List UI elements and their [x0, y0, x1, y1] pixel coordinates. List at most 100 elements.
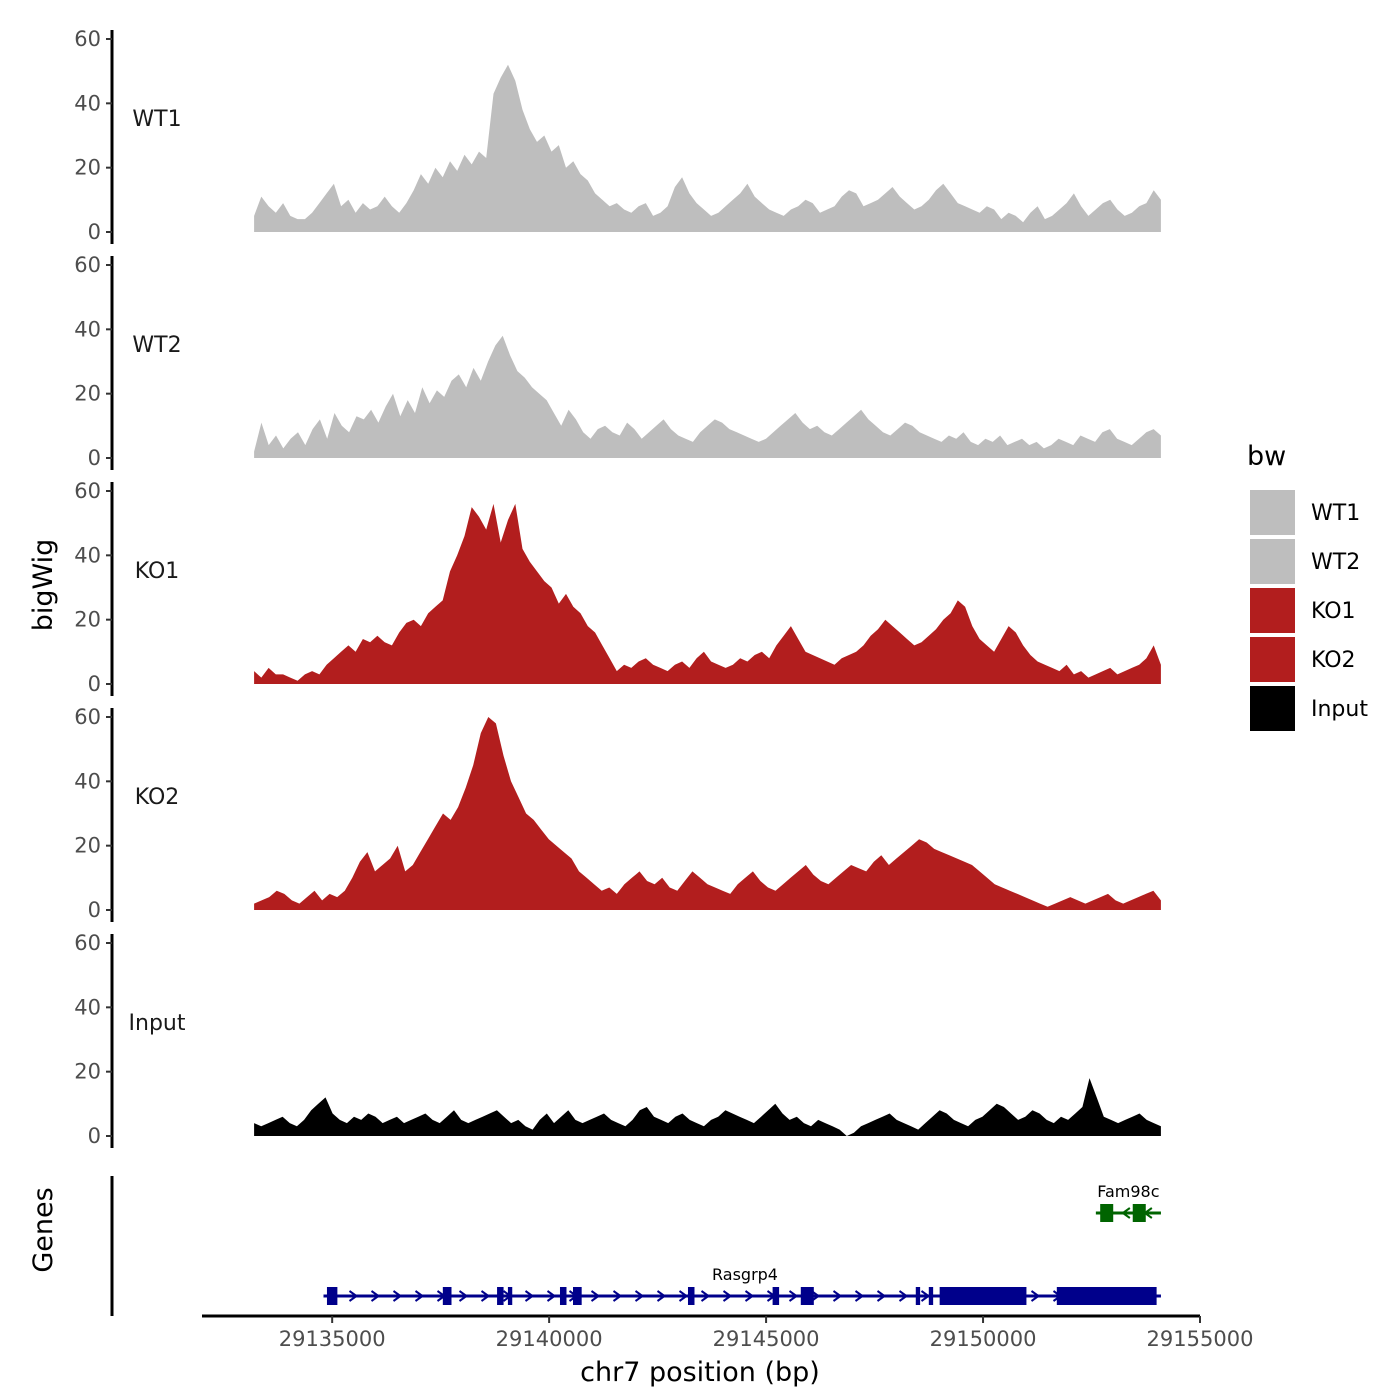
legend-title: bw	[1247, 441, 1286, 472]
strand-chevron	[744, 1290, 755, 1302]
exon	[772, 1287, 780, 1305]
y-tick-label: 0	[88, 220, 101, 244]
y-tick-label: 20	[74, 156, 101, 180]
exon	[572, 1287, 582, 1305]
track-label: WT1	[132, 107, 181, 132]
x-axis-title: chr7 position (bp)	[580, 1357, 820, 1388]
strand-chevron	[392, 1290, 403, 1302]
x-tick-label: 29140000	[496, 1327, 603, 1351]
strand-chevron	[370, 1290, 381, 1302]
track-label: KO1	[135, 559, 180, 584]
exon	[559, 1287, 567, 1305]
y-tick-label: 0	[88, 446, 101, 470]
y-tick-label: 40	[74, 995, 101, 1019]
strand-chevron	[612, 1290, 623, 1302]
track-input: 0 20 40 60 Input	[74, 931, 1161, 1148]
area-wt2	[254, 335, 1161, 458]
strand-chevron	[1121, 1207, 1131, 1219]
y-tick-label: 40	[74, 317, 101, 341]
y-tick-label: 60	[74, 27, 101, 51]
exon	[928, 1287, 934, 1305]
strand-chevron	[810, 1290, 821, 1302]
tracks-panel: 0 20 40 60 WT1 0 20 40 60 WT2 0 20 40 60 KO1 0 20 40 60 KO2…	[74, 27, 1161, 1148]
strand-chevron	[876, 1290, 887, 1302]
strand-chevron	[348, 1290, 359, 1302]
y-tick-label: 20	[74, 608, 101, 632]
y-tick-label: 40	[74, 543, 101, 567]
strand-chevron	[678, 1290, 689, 1302]
strand-chevron	[656, 1290, 667, 1302]
y-tick-label: 40	[74, 769, 101, 793]
x-tick-label: 29145000	[713, 1327, 820, 1351]
legend-label-input: Input	[1311, 697, 1368, 722]
exon	[326, 1287, 338, 1305]
exon	[687, 1287, 695, 1305]
area-ko1	[254, 503, 1161, 684]
track-wt1: 0 20 40 60 WT1	[74, 27, 1161, 244]
track-label: WT2	[132, 333, 181, 358]
y-tick-label: 0	[88, 672, 101, 696]
area-ko2	[254, 717, 1161, 910]
track-ko2: 0 20 40 60 KO2	[74, 705, 1161, 922]
y-tick-label: 0	[88, 898, 101, 922]
track-label: Input	[129, 1011, 186, 1036]
legend-label-ko2: KO2	[1311, 648, 1356, 673]
legend: bw WT1 WT2 KO1 KO2 Input	[1247, 441, 1368, 731]
gene-rasgrp4: Rasgrp4	[323, 1265, 1161, 1305]
track-wt2: 0 20 40 60 WT2	[74, 253, 1161, 470]
y-tick-label: 60	[74, 253, 101, 277]
y-tick-label: 0	[88, 1124, 101, 1148]
legend-label-ko1: KO1	[1311, 599, 1356, 624]
legend-key-wt2	[1250, 539, 1295, 584]
strand-chevron	[788, 1290, 799, 1302]
y-axis-title: bigWig	[28, 539, 59, 632]
strand-chevron	[1030, 1290, 1041, 1302]
exon	[939, 1287, 1027, 1305]
legend-key-ko2	[1250, 637, 1295, 682]
exon	[915, 1287, 921, 1305]
y-tick-label: 20	[74, 834, 101, 858]
gene-fam98c: Fam98c	[1095, 1182, 1161, 1222]
strand-chevron	[480, 1290, 491, 1302]
strand-chevron	[832, 1290, 843, 1302]
legend-key-wt1	[1250, 490, 1295, 535]
strand-chevron	[700, 1290, 711, 1302]
x-tick-label: 29155000	[1147, 1327, 1254, 1351]
strand-chevron	[458, 1290, 469, 1302]
strand-chevron	[634, 1290, 645, 1302]
track-label: KO2	[135, 785, 180, 810]
exon	[507, 1287, 513, 1305]
legend-label-wt1: WT1	[1311, 501, 1360, 526]
strand-chevron	[898, 1290, 909, 1302]
genes-panel: Rasgrp4 Fam98c 29135000 29140000 29145000 291…	[110, 1176, 1254, 1351]
exon	[800, 1287, 814, 1305]
y-tick-label: 20	[74, 382, 101, 406]
y-tick-label: 60	[74, 705, 101, 729]
strand-chevron	[590, 1290, 601, 1302]
genes-axis-title: Genes	[28, 1187, 59, 1272]
exon	[1056, 1287, 1157, 1305]
gene-label: Fam98c	[1097, 1182, 1159, 1201]
exon	[497, 1287, 504, 1305]
legend-key-input	[1250, 686, 1295, 731]
y-tick-label: 20	[74, 1060, 101, 1084]
exon	[1132, 1204, 1146, 1222]
exon	[1100, 1204, 1114, 1222]
gene-label: Rasgrp4	[712, 1265, 778, 1284]
strand-chevron	[854, 1290, 865, 1302]
legend-label-wt2: WT2	[1311, 550, 1360, 575]
x-tick-label: 29150000	[930, 1327, 1037, 1351]
y-tick-label: 40	[74, 91, 101, 115]
strand-chevron	[546, 1290, 557, 1302]
x-tick-label: 29135000	[279, 1327, 386, 1351]
area-wt1	[254, 64, 1161, 232]
strand-chevron	[722, 1290, 733, 1302]
track-ko1: 0 20 40 60 KO1	[74, 479, 1161, 696]
y-tick-label: 60	[74, 931, 101, 955]
area-input	[254, 1078, 1161, 1136]
strand-chevron	[524, 1290, 535, 1302]
strand-chevron	[920, 1290, 931, 1302]
y-tick-label: 60	[74, 479, 101, 503]
legend-key-ko1	[1250, 588, 1295, 633]
